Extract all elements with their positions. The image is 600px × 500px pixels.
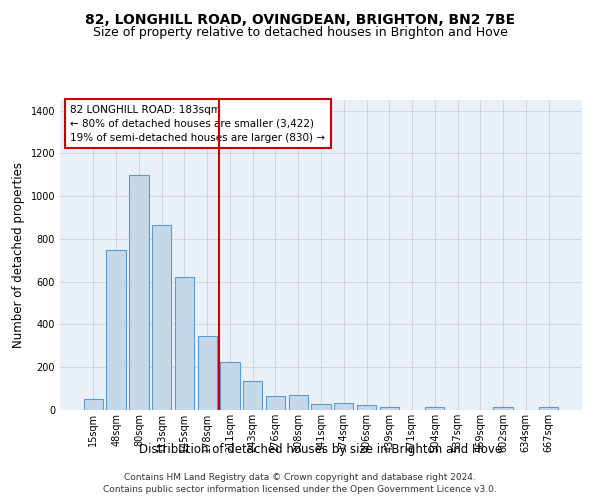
Bar [357, 406, 376, 410]
Bar [289, 395, 308, 410]
Bar [220, 362, 239, 410]
Y-axis label: Number of detached properties: Number of detached properties [12, 162, 25, 348]
Bar [493, 408, 513, 410]
Bar [380, 407, 399, 410]
Text: Distribution of detached houses by size in Brighton and Hove: Distribution of detached houses by size … [139, 442, 503, 456]
Bar [152, 225, 172, 410]
Bar [334, 402, 353, 410]
Bar [129, 175, 149, 410]
Bar [539, 408, 558, 410]
Text: 82 LONGHILL ROAD: 183sqm
← 80% of detached houses are smaller (3,422)
19% of sem: 82 LONGHILL ROAD: 183sqm ← 80% of detach… [70, 104, 325, 142]
Bar [106, 250, 126, 410]
Bar [197, 336, 217, 410]
Bar [311, 404, 331, 410]
Bar [425, 408, 445, 410]
Text: Size of property relative to detached houses in Brighton and Hove: Size of property relative to detached ho… [92, 26, 508, 39]
Bar [266, 396, 285, 410]
Bar [84, 400, 103, 410]
Bar [175, 278, 194, 410]
Text: 82, LONGHILL ROAD, OVINGDEAN, BRIGHTON, BN2 7BE: 82, LONGHILL ROAD, OVINGDEAN, BRIGHTON, … [85, 12, 515, 26]
Bar [243, 381, 262, 410]
Text: Contains HM Land Registry data © Crown copyright and database right 2024.
Contai: Contains HM Land Registry data © Crown c… [103, 472, 497, 494]
